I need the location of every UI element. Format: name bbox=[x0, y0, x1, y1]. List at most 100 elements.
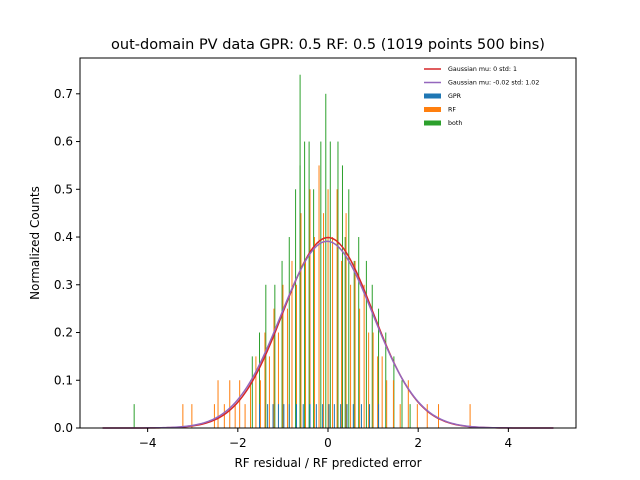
x-tick-label: −2 bbox=[229, 436, 247, 450]
y-tick-label: 0.7 bbox=[54, 87, 73, 101]
gpr-bar bbox=[288, 404, 290, 428]
both-bar bbox=[304, 141, 306, 429]
both-bar bbox=[265, 284, 267, 428]
rf-bar bbox=[182, 404, 184, 428]
rf-bar bbox=[295, 284, 297, 428]
y-tick-label: 0.4 bbox=[54, 230, 73, 244]
rf-bar bbox=[354, 260, 356, 428]
rf-bar bbox=[392, 380, 394, 428]
legend-patch-swatch bbox=[424, 107, 441, 112]
both-bar bbox=[308, 141, 310, 429]
both-bar bbox=[295, 189, 297, 428]
rf-bar bbox=[359, 308, 361, 428]
gpr-bar bbox=[378, 404, 380, 428]
rf-bar bbox=[229, 380, 231, 428]
rf-bar bbox=[368, 332, 370, 428]
legend: Gaussian mu: 0 std: 1 Gaussian mu: -0.02 … bbox=[424, 66, 539, 127]
rf-bar bbox=[286, 308, 288, 428]
rf-bar bbox=[239, 380, 241, 428]
rf-bar bbox=[255, 356, 257, 428]
both-bar bbox=[259, 332, 261, 428]
both-bar bbox=[371, 284, 373, 428]
y-tick-label: 0.0 bbox=[54, 421, 73, 435]
both-bar bbox=[320, 141, 322, 429]
rf-bar bbox=[341, 260, 343, 428]
x-tick-label: 0 bbox=[324, 436, 332, 450]
both-bar bbox=[348, 189, 350, 428]
rf-bar bbox=[314, 237, 316, 428]
rf-bar bbox=[323, 213, 325, 428]
x-tick-label: 4 bbox=[505, 436, 513, 450]
gpr-bar bbox=[322, 404, 324, 428]
both-bar bbox=[299, 74, 301, 429]
gpr-bar bbox=[369, 404, 371, 428]
gpr-bar bbox=[333, 404, 335, 428]
both-bar bbox=[274, 284, 276, 428]
both-bar bbox=[325, 93, 327, 428]
both-bar bbox=[329, 141, 331, 429]
legend-label: RF bbox=[448, 107, 456, 114]
both-bar bbox=[365, 260, 367, 428]
gpr-bar bbox=[346, 404, 348, 428]
rf-bar bbox=[377, 356, 379, 428]
both-bar bbox=[378, 308, 380, 428]
both-bar bbox=[344, 237, 346, 428]
rf-bar bbox=[305, 260, 306, 428]
y-axis-ticks: 0.0 0.1 0.2 0.3 0.4 0.5 0.6 0.7 bbox=[54, 87, 80, 435]
rf-bar bbox=[264, 332, 266, 428]
x-axis-ticks: −4 −2 0 2 4 bbox=[139, 428, 512, 450]
y-tick-label: 0.6 bbox=[54, 135, 73, 149]
gpr-bar bbox=[277, 404, 279, 428]
histogram-bars bbox=[133, 74, 471, 429]
rf-bar bbox=[381, 356, 383, 428]
rf-bar bbox=[277, 332, 279, 428]
both-bar bbox=[353, 260, 355, 428]
gaussian-curve-2 bbox=[102, 240, 554, 429]
gpr-bar bbox=[259, 404, 261, 428]
rf-bar bbox=[416, 404, 418, 428]
rf-bar bbox=[309, 189, 311, 428]
gaussian-curves bbox=[102, 236, 554, 429]
x-axis-label: RF residual / RF predicted error bbox=[234, 456, 421, 470]
gpr-bar bbox=[340, 404, 342, 428]
rf-bar bbox=[372, 332, 374, 428]
rf-bar bbox=[318, 165, 320, 429]
y-tick-label: 0.3 bbox=[54, 278, 73, 292]
rf-bar bbox=[386, 380, 388, 428]
y-tick-label: 0.2 bbox=[54, 326, 73, 340]
legend-label: GPR bbox=[448, 93, 462, 100]
series-both-bars bbox=[133, 74, 411, 429]
gpr-bar bbox=[302, 404, 304, 428]
rf-bar bbox=[350, 284, 352, 428]
rf-bar bbox=[217, 380, 219, 428]
gpr-bar bbox=[328, 404, 330, 428]
rf-bar bbox=[273, 308, 275, 428]
legend-label: both bbox=[448, 120, 462, 127]
rf-bar bbox=[336, 189, 338, 428]
rf-bar bbox=[426, 404, 428, 428]
rf-bar bbox=[282, 284, 284, 428]
both-bar bbox=[401, 380, 403, 428]
rf-bar bbox=[469, 404, 471, 428]
gpr-bar bbox=[283, 404, 285, 428]
both-bar bbox=[313, 189, 315, 428]
rf-bar bbox=[259, 380, 261, 428]
rf-bar bbox=[407, 380, 409, 428]
rf-bar bbox=[191, 404, 193, 428]
y-axis-label: Normalized Counts bbox=[28, 186, 42, 300]
y-tick-label: 0.1 bbox=[54, 373, 73, 387]
both-bar bbox=[337, 141, 339, 429]
rf-bar bbox=[332, 237, 334, 428]
both-bar bbox=[281, 260, 283, 428]
both-bar bbox=[133, 404, 135, 428]
chart-title: out-domain PV data GPR: 0.5 RF: 0.5 (101… bbox=[111, 37, 545, 53]
both-bar bbox=[358, 237, 360, 428]
gpr-bar bbox=[272, 404, 274, 428]
gpr-bar bbox=[360, 404, 362, 428]
rf-bar bbox=[438, 404, 440, 428]
rf-bar bbox=[223, 404, 225, 428]
rf-bar bbox=[345, 213, 347, 428]
legend-label: Gaussian mu: 0 std: 1 bbox=[448, 66, 517, 73]
gpr-bar bbox=[352, 404, 354, 428]
